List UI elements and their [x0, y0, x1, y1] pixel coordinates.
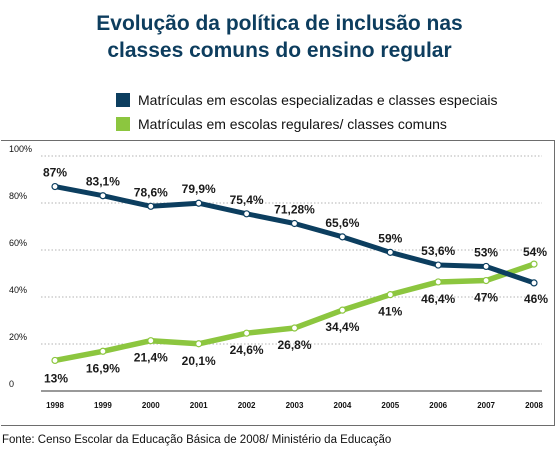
- point-especiais-1998: [51, 182, 59, 191]
- x-tick-label-2001: 2001: [190, 401, 208, 410]
- data-label-especiais-1999: 83,1%: [86, 175, 120, 189]
- x-tick-label-2003: 2003: [286, 401, 304, 410]
- point-comuns-1999: [99, 347, 107, 355]
- legend-item-comuns: Matrículas em escolas regulares/ classes…: [116, 112, 498, 136]
- point-comuns-2007: [482, 276, 490, 285]
- x-tick-label-2007: 2007: [477, 401, 495, 410]
- x-tick-label-2004: 2004: [334, 401, 352, 410]
- data-label-especiais-2005: 59%: [378, 231, 402, 245]
- point-especiais-2007: [482, 262, 490, 271]
- point-especiais-1999: [99, 192, 107, 200]
- point-especiais-2002: [243, 210, 251, 218]
- data-label-especiais-2007: 53%: [474, 245, 498, 259]
- point-especiais-2006: [434, 261, 442, 269]
- source-note: Fonte: Censo Escolar da Educação Básica …: [2, 434, 392, 446]
- data-label-comuns-2004: 34,4%: [325, 320, 359, 334]
- point-comuns-2006: [434, 278, 442, 286]
- legend-swatch-comuns: [116, 117, 130, 131]
- data-label-comuns-1999: 16,9%: [86, 361, 120, 375]
- point-especiais-2004: [338, 233, 346, 241]
- data-label-especiais-2004: 65,6%: [325, 216, 359, 230]
- data-label-comuns-2007: 47%: [474, 291, 498, 305]
- data-label-comuns-1998: 13%: [44, 371, 68, 385]
- y-tick-label-20: 20%: [9, 332, 27, 342]
- data-label-especiais-2006: 53,6%: [421, 244, 455, 258]
- x-tick-label-1999: 1999: [94, 401, 112, 410]
- x-tick-label-2002: 2002: [238, 401, 256, 410]
- point-comuns-2000: [147, 337, 155, 345]
- chart-frame: [1, 140, 555, 426]
- point-especiais-2008: [530, 279, 538, 287]
- data-label-comuns-2002: 24,6%: [230, 343, 264, 357]
- data-label-especiais-2002: 75,4%: [230, 193, 264, 207]
- data-label-comuns-2008: 54%: [523, 245, 547, 259]
- x-tick-label-2006: 2006: [429, 401, 447, 410]
- data-label-comuns-2006: 46,4%: [421, 292, 455, 306]
- point-comuns-2004: [338, 306, 346, 314]
- y-tick-label-40: 40%: [9, 285, 27, 295]
- point-comuns-2005: [386, 291, 394, 299]
- data-label-comuns-2000: 21,4%: [134, 351, 168, 365]
- data-label-especiais-1998: 87%: [43, 166, 67, 180]
- point-comuns-2002: [243, 329, 251, 337]
- point-comuns-1998: [51, 356, 59, 365]
- series-line-especiais: [52, 184, 537, 286]
- chart-title: Evolução da política de inclusão nas cla…: [0, 10, 559, 64]
- y-tick-label-80: 80%: [9, 191, 27, 201]
- x-tick-label-2000: 2000: [142, 401, 160, 410]
- legend-label-especiais: Matrículas em escolas especializadas e c…: [138, 92, 498, 108]
- data-label-comuns-2003: 26,8%: [277, 338, 311, 352]
- legend-item-especiais: Matrículas em escolas especializadas e c…: [116, 88, 498, 112]
- data-label-especiais-2008: 46%: [524, 292, 548, 306]
- point-comuns-2008: [530, 260, 538, 268]
- title-line-2: classes comuns do ensino regular: [107, 39, 452, 62]
- legend: Matrículas em escolas especializadas e c…: [116, 88, 498, 136]
- y-tick-label-60: 60%: [9, 238, 27, 248]
- data-label-especiais-2000: 78,6%: [134, 185, 168, 199]
- data-label-especiais-2003: 71,28%: [274, 202, 315, 216]
- y-tick-label-0: 0: [9, 379, 14, 389]
- point-especiais-2001: [195, 199, 203, 207]
- point-comuns-2003: [290, 324, 299, 332]
- x-tick-label-2008: 2008: [525, 401, 543, 410]
- point-comuns-2001: [195, 340, 203, 348]
- x-tick-label-2005: 2005: [381, 401, 399, 410]
- legend-swatch-especiais: [116, 93, 130, 107]
- data-label-comuns-2001: 20,1%: [182, 354, 216, 368]
- point-especiais-2003: [290, 219, 299, 228]
- data-label-especiais-2001: 79,9%: [182, 182, 216, 196]
- x-tick-label-1998: 1998: [46, 401, 64, 410]
- data-label-comuns-2005: 41%: [378, 305, 402, 319]
- title-line-1: Evolução da política de inclusão nas: [96, 12, 463, 35]
- y-tick-label-100: 100%: [9, 144, 32, 154]
- legend-label-comuns: Matrículas em escolas regulares/ classes…: [138, 116, 447, 132]
- point-especiais-2005: [386, 248, 394, 256]
- point-especiais-2000: [147, 202, 155, 210]
